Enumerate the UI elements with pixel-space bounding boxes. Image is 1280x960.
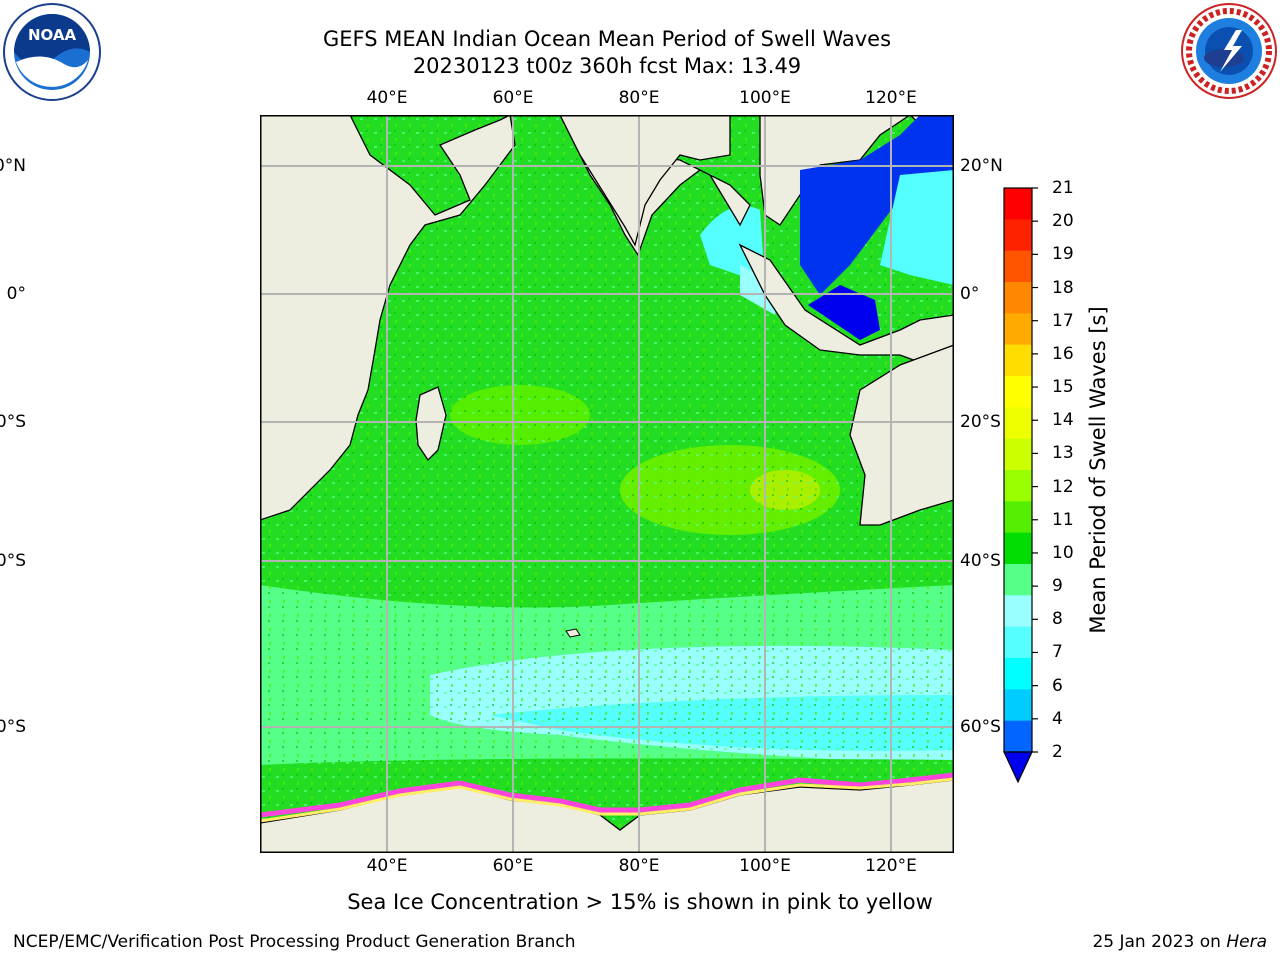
footer-date: 25 Jan 2023 on Hera [1092, 932, 1267, 952]
lat-tick-left: 0° [6, 284, 26, 304]
colorbar-tick-label: 14 [1052, 410, 1074, 431]
lat-tick-left: 60°S [0, 717, 26, 737]
colorbar-tick-label: 17 [1052, 310, 1074, 331]
colorbar-tick-label: 8 [1052, 609, 1063, 630]
map-frame [260, 115, 954, 853]
lat-tick-right: 20°S [960, 412, 1001, 432]
lat-tick-left: 20°N [0, 156, 26, 176]
colorbar-segment [1004, 595, 1032, 628]
colorbar-tick-label: 16 [1052, 343, 1074, 364]
colorbar-frame [1003, 187, 1033, 753]
colorbar-tick-label: 20 [1052, 211, 1074, 232]
footer-machine: Hera [1226, 932, 1267, 952]
colorbar-segment [1004, 250, 1032, 283]
colorbar-tick-label: 12 [1052, 476, 1074, 497]
lat-tick-right: 60°S [960, 717, 1001, 737]
lon-tick-bottom: 80°E [618, 856, 660, 876]
sea-ice-note: Sea Ice Concentration > 15% is shown in … [347, 890, 933, 914]
colorbar-tick-label: 15 [1052, 377, 1074, 398]
lat-tick-right: 20°N [960, 156, 1003, 176]
lat-tick-left: 20°S [0, 412, 26, 432]
swell-java-blue [808, 285, 880, 340]
colorbar-segment [1004, 564, 1032, 596]
lon-tick-top: 80°E [618, 88, 660, 108]
colorbar-svg [1003, 187, 1038, 784]
colorbar-tick-label: 10 [1052, 542, 1074, 563]
colorbar-tick-label: 13 [1052, 443, 1074, 464]
graticule [260, 115, 954, 853]
lon-tick-bottom: 100°E [739, 856, 791, 876]
colorbar-segment [1004, 470, 1032, 502]
noaa-logo: NOAA [2, 2, 102, 102]
lon-tick-bottom: 40°E [366, 856, 408, 876]
sea-ice-edge-pink [259, 772, 955, 818]
lat-tick-right: 40°S [960, 551, 1001, 571]
lon-tick-top: 100°E [739, 88, 791, 108]
lat-tick-right: 0° [960, 284, 980, 304]
colorbar-segment [1004, 219, 1032, 252]
colorbar-segment [1004, 188, 1032, 220]
colorbar-segment [1004, 720, 1032, 753]
footer-credit: NCEP/EMC/Verification Post Processing Pr… [13, 932, 576, 952]
noaa-logo-text: NOAA [28, 26, 77, 44]
swell-scs-blue [800, 115, 954, 295]
colorbar-tick-label: 21 [1052, 178, 1074, 198]
colorbar [1000, 186, 1040, 786]
colorbar-segment [1004, 438, 1032, 471]
colorbar-extension [1003, 751, 1033, 784]
colorbar-segment [1004, 626, 1032, 659]
land-africa-arabia [259, 114, 516, 521]
colorbar-segment [1004, 407, 1032, 440]
colorbar-segment [1004, 376, 1032, 408]
colorbar-tick-label: 7 [1052, 642, 1063, 663]
colorbar-tick-label: 9 [1052, 576, 1063, 597]
colorbar-tick-label: 18 [1052, 277, 1074, 298]
land-kerguelen [565, 628, 581, 638]
colorbar-segment [1004, 658, 1032, 690]
lon-tick-top: 40°E [366, 88, 408, 108]
swell-andaman-cyan [700, 205, 765, 285]
colorbar-segment [1004, 313, 1032, 346]
footer-date-text: 25 Jan 2023 on [1092, 932, 1227, 952]
land-india-peninsula [558, 114, 731, 247]
lon-tick-bottom: 60°E [492, 856, 534, 876]
colorbar-segment [1004, 532, 1032, 565]
chart-subtitle: 20230123 t00z 360h fcst Max: 13.49 [412, 54, 802, 78]
sea-ice-edge-yellow [259, 777, 955, 823]
colorbar-title: Mean Period of Swell Waves [s] [1086, 306, 1110, 634]
colorbar-segment [1004, 689, 1032, 722]
colorbar-tick-label: 11 [1052, 509, 1074, 530]
colorbar-segment [1004, 282, 1032, 314]
colorbar-tick-label: 2 [1052, 742, 1063, 762]
colorbar-segment [1004, 501, 1032, 534]
chart-title: GEFS MEAN Indian Ocean Mean Period of Sw… [322, 27, 892, 51]
map-svg [259, 114, 955, 854]
land-australia [849, 344, 955, 526]
colorbar-tick-label: 6 [1052, 675, 1063, 696]
lon-tick-top: 120°E [865, 88, 917, 108]
lon-tick-top: 60°E [492, 88, 534, 108]
swell-scs-cyan [880, 170, 954, 285]
lat-tick-left: 40°S [0, 551, 26, 571]
colorbar-tick-label: 19 [1052, 244, 1074, 265]
land-madagascar [415, 386, 447, 462]
nws-logo [1180, 2, 1278, 100]
lon-tick-bottom: 120°E [865, 856, 917, 876]
colorbar-segment [1004, 344, 1032, 377]
map-panel [259, 114, 955, 854]
colorbar-tick-label: 4 [1052, 708, 1063, 729]
